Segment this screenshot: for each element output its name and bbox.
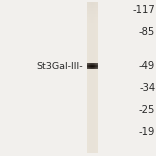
Text: -34: -34	[139, 83, 155, 93]
Bar	[92, 2, 93, 153]
Bar	[87, 63, 88, 69]
Bar	[87, 2, 88, 153]
Bar	[87, 114, 98, 117]
Bar	[87, 83, 98, 86]
Bar	[87, 5, 98, 8]
Bar	[87, 11, 98, 14]
Bar	[87, 129, 98, 132]
Text: -25: -25	[139, 105, 155, 115]
Bar	[96, 2, 97, 153]
Bar	[87, 65, 98, 68]
Bar	[87, 95, 98, 98]
Bar	[87, 62, 98, 65]
Bar	[87, 23, 98, 26]
Bar	[87, 41, 98, 44]
Bar	[87, 56, 98, 59]
Bar	[88, 2, 89, 153]
Text: -117: -117	[132, 5, 155, 15]
Bar	[87, 26, 98, 29]
Text: -49: -49	[139, 61, 155, 71]
Bar	[87, 98, 98, 101]
Bar	[87, 44, 98, 47]
Bar	[87, 110, 98, 114]
Bar	[87, 144, 98, 147]
Bar	[87, 80, 98, 83]
Bar	[87, 92, 98, 95]
Bar	[95, 2, 96, 153]
Bar	[87, 59, 98, 62]
Bar	[87, 14, 98, 17]
Bar	[87, 135, 98, 138]
Bar	[97, 63, 98, 69]
Bar	[87, 29, 98, 32]
Bar	[87, 117, 98, 120]
Bar	[96, 63, 97, 69]
Text: St3Gal-III-: St3Gal-III-	[37, 62, 83, 71]
Bar	[87, 132, 98, 135]
Bar	[87, 50, 98, 53]
Bar	[87, 53, 98, 56]
Bar	[90, 63, 91, 69]
Bar	[94, 63, 95, 69]
Bar	[89, 63, 90, 69]
Bar	[97, 2, 98, 153]
Bar	[91, 63, 92, 69]
Bar	[87, 89, 98, 92]
Bar	[87, 138, 98, 141]
Bar	[87, 150, 98, 153]
Bar	[87, 120, 98, 123]
Bar	[87, 71, 98, 74]
Bar	[93, 2, 94, 153]
Bar	[89, 2, 90, 153]
Bar	[87, 147, 98, 150]
Bar	[87, 68, 98, 71]
Bar	[87, 107, 98, 110]
Bar	[87, 32, 98, 35]
Bar	[87, 77, 98, 80]
Bar	[87, 38, 98, 41]
Bar	[87, 35, 98, 38]
Text: -85: -85	[139, 27, 155, 37]
Text: -19: -19	[139, 127, 155, 137]
Bar	[87, 141, 98, 144]
Bar	[95, 63, 96, 69]
Bar	[87, 86, 98, 89]
Bar	[91, 2, 92, 153]
Bar	[90, 2, 91, 153]
Bar	[87, 8, 98, 11]
Bar	[94, 2, 95, 153]
Bar	[87, 2, 98, 153]
Bar	[87, 74, 98, 77]
Bar	[87, 126, 98, 129]
Bar	[87, 20, 98, 23]
Bar	[87, 17, 98, 20]
Bar	[92, 63, 93, 69]
Bar	[87, 2, 98, 5]
Bar	[87, 101, 98, 105]
Bar	[87, 47, 98, 50]
Bar	[88, 63, 89, 69]
Bar	[87, 123, 98, 126]
Bar	[87, 105, 98, 107]
Bar	[93, 63, 94, 69]
